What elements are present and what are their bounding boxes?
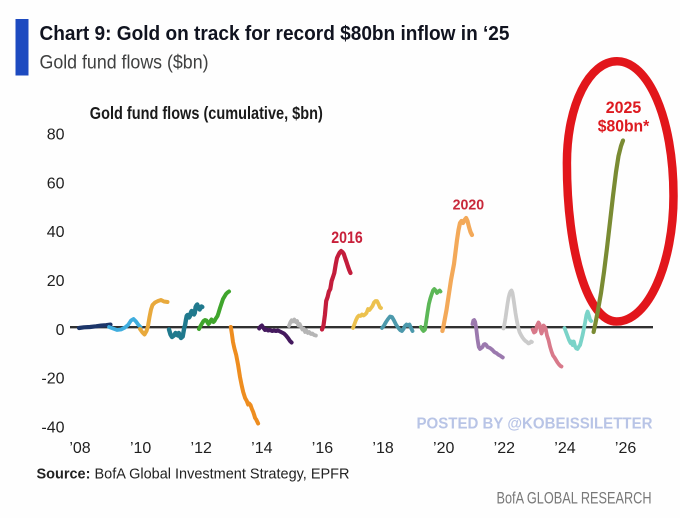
svg-text:’10: ’10 (130, 440, 151, 457)
svg-text:’12: ’12 (191, 440, 212, 457)
svg-text:20: 20 (47, 273, 65, 290)
svg-text:’20: ’20 (433, 440, 454, 457)
svg-text:2016: 2016 (331, 229, 363, 247)
svg-text:-40: -40 (41, 419, 64, 436)
svg-text:POSTED BY @KOBEISSILETTER: POSTED BY @KOBEISSILETTER (417, 416, 653, 433)
svg-text:’14: ’14 (251, 440, 272, 457)
svg-text:80: 80 (47, 127, 65, 144)
svg-text:’24: ’24 (554, 440, 575, 457)
svg-text:Chart 9: Gold on track for rec: Chart 9: Gold on track for record $80bn … (40, 23, 510, 45)
svg-text:$80bn*: $80bn* (598, 118, 650, 136)
svg-text:2025: 2025 (606, 99, 642, 117)
svg-text:Source: BofA Global Investment: Source: BofA Global Investment Strategy,… (37, 466, 350, 483)
svg-text:’16: ’16 (312, 440, 333, 457)
svg-text:60: 60 (47, 175, 65, 192)
svg-text:2020: 2020 (453, 197, 485, 214)
svg-text:’26: ’26 (615, 440, 636, 457)
svg-text:BofA GLOBAL RESEARCH: BofA GLOBAL RESEARCH (497, 490, 652, 508)
svg-text:’08: ’08 (69, 440, 90, 457)
svg-text:40: 40 (47, 224, 65, 241)
svg-text:0: 0 (56, 322, 65, 339)
svg-text:Gold fund flows (cumulative, $: Gold fund flows (cumulative, $bn) (90, 103, 323, 123)
svg-text:-20: -20 (41, 371, 64, 388)
svg-text:’18: ’18 (372, 440, 393, 457)
svg-text:Gold fund flows ($bn): Gold fund flows ($bn) (40, 53, 209, 74)
svg-text:’22: ’22 (494, 440, 515, 457)
